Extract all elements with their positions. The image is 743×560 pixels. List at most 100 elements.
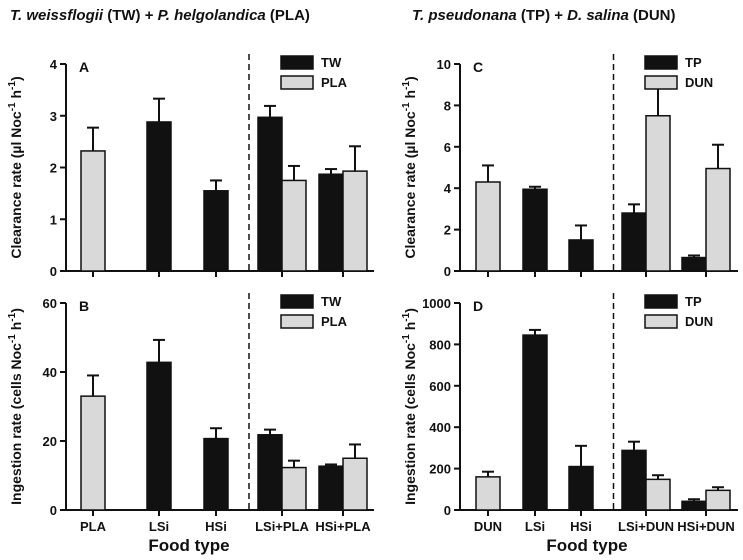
y-tick-label-B: 0 bbox=[50, 503, 57, 518]
y-axis-title-part: Ingestion rate (cells Noc bbox=[8, 343, 24, 505]
title-left-part-3: (PLA) bbox=[266, 7, 310, 24]
y-axis-title-C: Clearance rate (µl Noc-1 h-1) bbox=[401, 76, 418, 258]
y-axis-title-part: ) bbox=[8, 308, 24, 313]
legend-swatch-A bbox=[280, 55, 314, 70]
y-axis-title-part: -1 bbox=[7, 102, 18, 111]
x-tick-label-D: LSi bbox=[525, 519, 545, 534]
y-axis-title-part: -1 bbox=[7, 334, 18, 343]
panel-letter-D: D bbox=[473, 298, 483, 314]
x-tick-label-B: LSi bbox=[149, 519, 169, 534]
title-right-part-0: T. pseudonana bbox=[412, 7, 517, 24]
bar-D-TP bbox=[681, 500, 707, 511]
y-tick-label-C: 2 bbox=[444, 223, 451, 238]
legend-label-D: TP bbox=[685, 294, 702, 309]
x-tick-label-B: HSi bbox=[205, 519, 227, 534]
y-axis-title-part: h bbox=[8, 322, 24, 334]
title-right-part-2: D. salina bbox=[567, 7, 629, 24]
legend-label-C: TP bbox=[685, 55, 702, 70]
xlabel-left: Food type bbox=[148, 536, 229, 555]
y-tick-label-C: 0 bbox=[444, 264, 451, 279]
bar-C-DUN bbox=[645, 115, 671, 272]
title-right-part-1: (TP) + bbox=[517, 7, 567, 24]
y-axis-title-part: h bbox=[402, 322, 418, 334]
title-right: T. pseudonana (TP) + D. salina (DUN) bbox=[412, 7, 676, 24]
legend-label-A: TW bbox=[321, 55, 342, 70]
x-tick-label-B: PLA bbox=[80, 519, 107, 534]
y-tick-label-A: 3 bbox=[50, 109, 57, 124]
x-tick-label-B: HSi+PLA bbox=[315, 519, 371, 534]
y-tick-label-A: 0 bbox=[50, 264, 57, 279]
bar-D-DUN bbox=[475, 476, 501, 511]
bar-B-TW bbox=[203, 437, 229, 511]
x-tick-label-D: DUN bbox=[474, 519, 502, 534]
y-tick-label-C: 6 bbox=[444, 140, 451, 155]
panel-letter-B: B bbox=[79, 298, 89, 314]
bar-A-TW bbox=[257, 116, 283, 272]
y-tick-label-D: 600 bbox=[429, 379, 451, 394]
y-axis-title-part: ) bbox=[402, 308, 418, 313]
title-right-part-3: (DUN) bbox=[629, 7, 676, 24]
bar-D-TP bbox=[568, 465, 594, 511]
bar-C-TP bbox=[681, 256, 707, 272]
y-axis-title-D: Ingestion rate (cells Noc-1 h-1) bbox=[401, 308, 418, 505]
bar-A-TW bbox=[318, 173, 344, 272]
y-axis-title-part: -1 bbox=[7, 312, 18, 321]
bar-B-TW bbox=[318, 465, 344, 511]
bar-D-TP bbox=[621, 449, 647, 511]
y-tick-label-B: 20 bbox=[43, 434, 57, 449]
title-left-part-0: T. weissflogii bbox=[10, 7, 104, 24]
legend-label-B: PLA bbox=[321, 314, 348, 329]
y-tick-label-D: 800 bbox=[429, 337, 451, 352]
bar-C-TP bbox=[522, 188, 548, 272]
bar-B-PLA bbox=[281, 466, 307, 511]
y-axis-title-part: h bbox=[402, 90, 418, 102]
bar-A-TW bbox=[203, 190, 229, 272]
bar-D-DUN bbox=[645, 478, 671, 511]
legend-label-D: DUN bbox=[685, 314, 713, 329]
bar-C-DUN bbox=[475, 181, 501, 272]
title-left: T. weissflogii (TW) + P. helgolandica (P… bbox=[10, 7, 310, 24]
legend-swatch-B bbox=[280, 314, 314, 329]
panel-D: 0 200 400 600 800 1000 Ingestion rate (cells N… bbox=[401, 293, 738, 534]
x-tick-label-B: LSi+PLA bbox=[255, 519, 309, 534]
bar-A-PLA bbox=[342, 170, 368, 272]
y-axis-title-part: -1 bbox=[401, 102, 412, 111]
x-tick-label-D: LSi+DUN bbox=[618, 519, 674, 534]
y-axis-title-A: Clearance rate (µl Noc-1 h-1) bbox=[7, 76, 24, 258]
bar-D-TP bbox=[522, 334, 548, 511]
bar-B-PLA bbox=[342, 457, 368, 511]
y-tick-label-C: 8 bbox=[444, 98, 451, 113]
bar-A-PLA bbox=[281, 179, 307, 272]
y-axis-title-part: -1 bbox=[401, 81, 412, 90]
bar-B-TW bbox=[146, 361, 172, 511]
x-tick-label-D: HSi bbox=[570, 519, 592, 534]
panel-letter-C: C bbox=[473, 59, 483, 75]
y-tick-label-D: 400 bbox=[429, 420, 451, 435]
y-tick-label-A: 2 bbox=[50, 161, 57, 176]
y-tick-label-A: 1 bbox=[50, 212, 57, 227]
xlabel-right: Food type bbox=[546, 536, 627, 555]
y-axis-title-part: Clearance rate (µl Noc bbox=[8, 111, 24, 259]
bar-B-PLA bbox=[80, 395, 106, 511]
bar-D-DUN bbox=[705, 489, 731, 511]
y-axis-title-part: -1 bbox=[401, 334, 412, 343]
y-tick-label-B: 40 bbox=[43, 365, 57, 380]
bar-A-PLA bbox=[80, 150, 106, 272]
bar-C-DUN bbox=[705, 167, 731, 272]
legend-label-B: TW bbox=[321, 294, 342, 309]
y-axis-title-part: Ingestion rate (cells Noc bbox=[402, 343, 418, 505]
x-tick-label-D: HSi+DUN bbox=[677, 519, 734, 534]
y-tick-label-D: 0 bbox=[444, 503, 451, 518]
y-tick-label-A: 4 bbox=[50, 57, 58, 72]
bar-C-TP bbox=[568, 239, 594, 272]
legend-swatch-B bbox=[280, 294, 314, 309]
y-tick-label-B: 60 bbox=[43, 296, 57, 311]
y-axis-title-part: ) bbox=[402, 76, 418, 81]
legend-swatch-A bbox=[280, 75, 314, 90]
y-tick-label-D: 1000 bbox=[422, 296, 451, 311]
